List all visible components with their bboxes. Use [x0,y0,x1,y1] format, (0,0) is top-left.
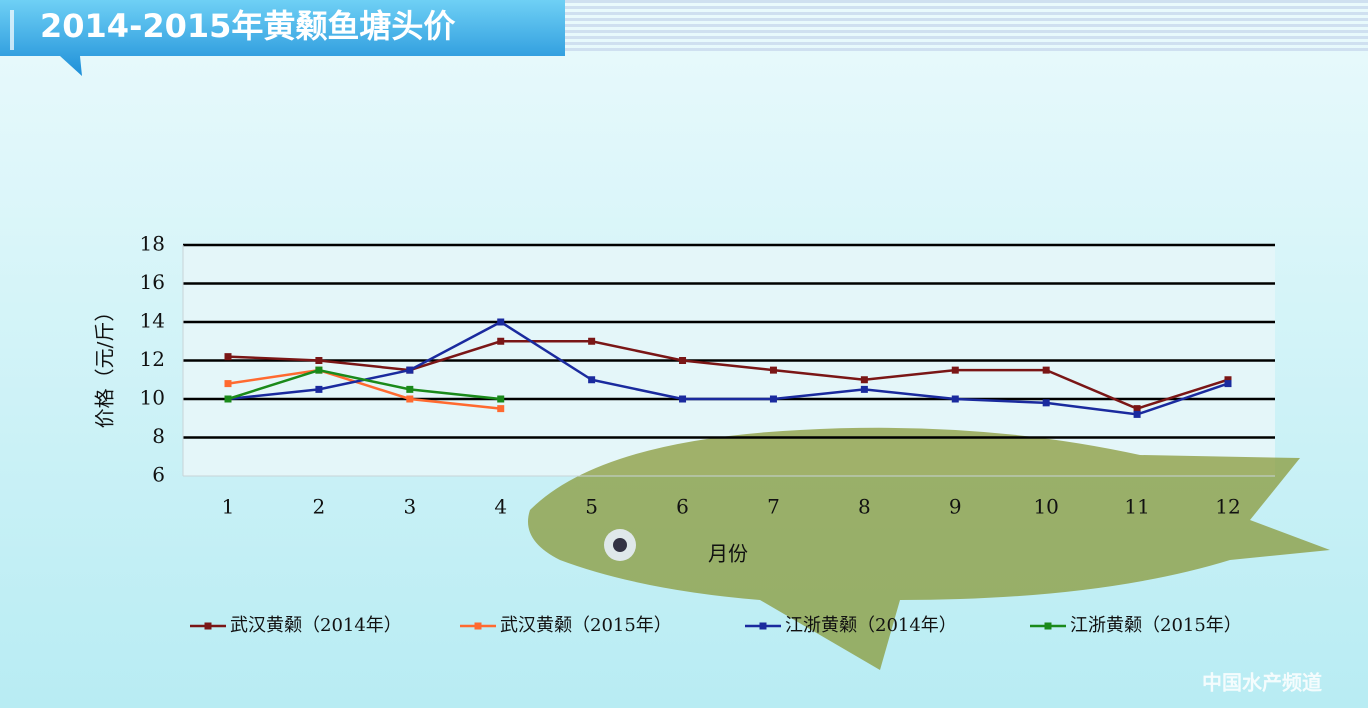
marker [679,357,687,364]
header-stripes [565,0,1368,52]
y-tick-label: 8 [152,424,165,448]
header-banner [0,0,565,76]
x-tick-label: 9 [949,495,962,519]
marker [769,366,777,374]
banner-dots [10,10,14,50]
marker [315,366,323,374]
marker [951,366,959,374]
marker [1042,366,1050,374]
legend-marker [759,622,767,630]
series-line [227,368,501,401]
y-tick-label: 16 [140,270,165,294]
fish-pupil [613,538,627,552]
marker [497,318,505,326]
x-tick-label: 3 [403,495,416,519]
marker [406,395,414,403]
marker [1224,380,1232,388]
x-axis-label: 月份 [708,542,748,566]
marker [1133,410,1141,418]
fish-illustration [528,427,1330,670]
y-tick-label: 6 [152,463,165,487]
y-tick-label: 14 [140,309,165,333]
watermark: 中国水产频道 [1202,671,1322,695]
marker [588,337,596,345]
x-tick-label: 2 [313,495,326,519]
legend-label: 武汉黄颡（2014年） [230,615,402,636]
marker [406,366,414,374]
marker [588,376,596,384]
marker [1042,399,1050,407]
x-tick-label: 11 [1124,495,1149,519]
x-tick-label: 8 [858,495,871,519]
legend-marker [204,622,212,630]
y-axis-label: 价格（元/斤） [93,302,117,429]
x-tick-label: 5 [585,495,598,519]
series-line [227,368,501,410]
legend-label: 武汉黄颡（2015年） [500,615,672,636]
marker [497,395,505,403]
legend-label: 江浙黄颡（2014年） [785,615,957,636]
x-tick-label: 4 [494,495,507,519]
x-tick-label: 12 [1215,495,1240,519]
x-tick-label: 6 [676,495,689,519]
series-line [227,320,1229,416]
legend-label: 江浙黄颡（2015年） [1070,615,1242,636]
y-tick-label: 10 [140,386,165,410]
x-tick-label: 7 [767,495,780,519]
marker [406,385,414,393]
x-tick-label: 10 [1033,495,1058,519]
marker [951,395,959,403]
y-tick-label: 18 [140,232,165,256]
x-tick-label: 1 [222,495,235,519]
marker [224,395,232,403]
marker [1133,405,1141,413]
marker [679,395,687,403]
marker [315,357,323,364]
chart-title: 2014-2015年黄颡鱼塘头价 [40,7,455,45]
legend-marker [1044,622,1052,630]
marker [315,385,323,393]
marker [224,380,232,388]
marker [860,385,868,393]
marker [860,376,868,384]
marker [497,405,505,413]
marker [224,353,232,361]
marker [497,337,505,345]
y-tick-label: 12 [140,347,165,371]
legend-marker [474,622,482,630]
series-line [227,340,1229,410]
marker [769,395,777,403]
marker [1224,376,1232,384]
